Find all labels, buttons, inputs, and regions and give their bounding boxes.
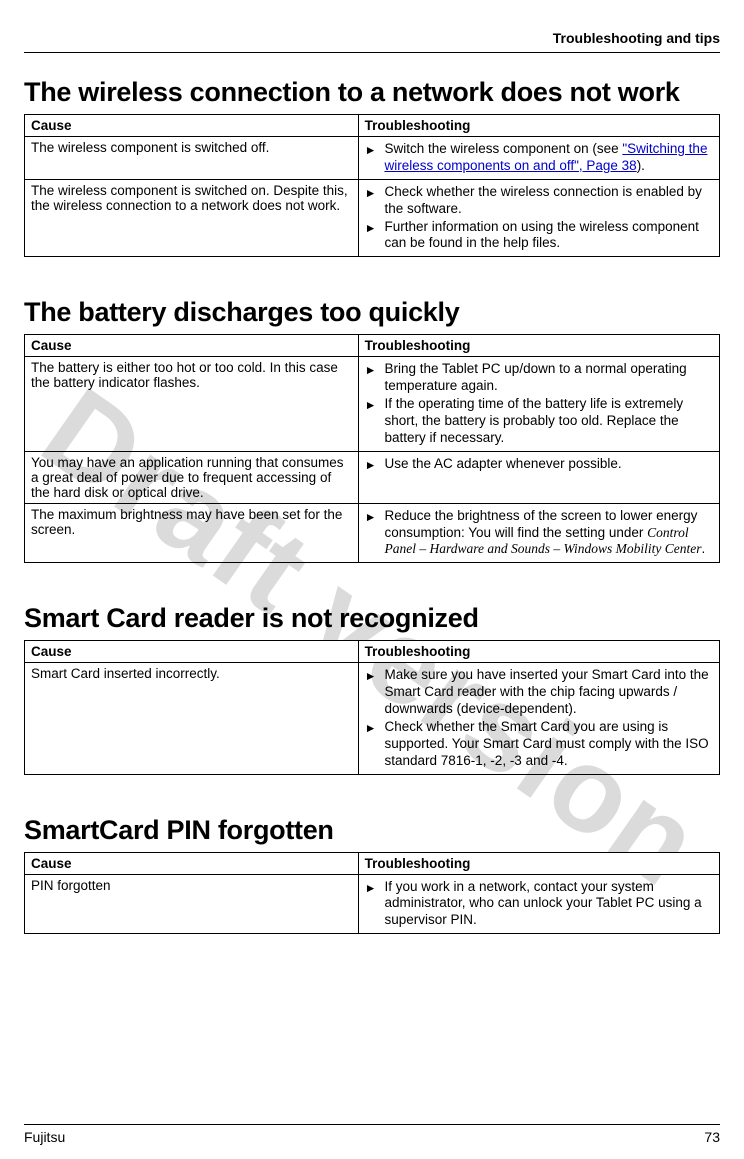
table-row: PIN forgotten ► If you work in a network… [25, 874, 720, 934]
table-row: Smart Card inserted incorrectly. ► Make … [25, 663, 720, 774]
cause-cell: PIN forgotten [25, 874, 359, 934]
step: ► Reduce the brightness of the screen to… [365, 508, 713, 559]
cause-cell: You may have an application running that… [25, 451, 359, 503]
col-cause: Cause [25, 115, 359, 137]
section-title: The battery discharges too quickly [24, 297, 720, 328]
section-title: The wireless connection to a network doe… [24, 77, 720, 108]
step-marker-icon: ► [365, 219, 377, 237]
step: ► Use the AC adapter whenever possible. [365, 456, 713, 474]
step-marker-icon: ► [365, 141, 377, 159]
step-marker-icon: ► [365, 456, 377, 474]
cause-cell: The wireless component is switched off. [25, 137, 359, 180]
col-cause: Cause [25, 335, 359, 357]
troubleshoot-table: Cause Troubleshooting The wireless compo… [24, 114, 720, 257]
table-row: The battery is either too hot or too col… [25, 357, 720, 451]
step: ► Switch the wireless component on (see … [365, 141, 713, 175]
step-marker-icon: ► [365, 879, 377, 897]
step-text: If you work in a network, contact your s… [384, 879, 713, 930]
step-marker-icon: ► [365, 184, 377, 202]
step: ► Check whether the wireless connection … [365, 184, 713, 218]
trouble-cell: ► Switch the wireless component on (see … [358, 137, 719, 180]
trouble-cell: ► Bring the Tablet PC up/down to a norma… [358, 357, 719, 451]
step: ► Further information on using the wirel… [365, 219, 713, 253]
step-text: Further information on using the wireles… [384, 219, 713, 253]
step: ► Bring the Tablet PC up/down to a norma… [365, 361, 713, 395]
trouble-cell: ► Check whether the wireless connection … [358, 179, 719, 257]
col-cause: Cause [25, 641, 359, 663]
cause-cell: The wireless component is switched on. D… [25, 179, 359, 257]
footer-rule [24, 1124, 720, 1125]
page-footer: Fujitsu 73 [24, 1124, 720, 1145]
section-title: Smart Card reader is not recognized [24, 603, 720, 634]
step-marker-icon: ► [365, 396, 377, 414]
section-title: SmartCard PIN forgotten [24, 815, 720, 846]
trouble-cell: ► Use the AC adapter whenever possible. [358, 451, 719, 503]
step: ► If you work in a network, contact your… [365, 879, 713, 930]
text-fragment: . [701, 541, 705, 556]
text-fragment: Switch the wireless component on (see [384, 141, 622, 156]
cause-cell: Smart Card inserted incorrectly. [25, 663, 359, 774]
step-text: Bring the Tablet PC up/down to a normal … [384, 361, 713, 395]
troubleshoot-table: Cause Troubleshooting The battery is eit… [24, 334, 720, 563]
trouble-cell: ► Reduce the brightness of the screen to… [358, 503, 719, 563]
col-trouble: Troubleshooting [358, 641, 719, 663]
table-row: The maximum brightness may have been set… [25, 503, 720, 563]
step-text: If the operating time of the battery lif… [384, 396, 713, 447]
step-marker-icon: ► [365, 667, 377, 685]
step: ► Check whether the Smart Card you are u… [365, 719, 713, 770]
step-text: Make sure you have inserted your Smart C… [384, 667, 713, 718]
troubleshoot-table: Cause Troubleshooting Smart Card inserte… [24, 640, 720, 774]
step-text: Check whether the Smart Card you are usi… [384, 719, 713, 770]
table-row: The wireless component is switched off. … [25, 137, 720, 180]
cause-cell: The maximum brightness may have been set… [25, 503, 359, 563]
step-text: Check whether the wireless connection is… [384, 184, 713, 218]
cause-cell: The battery is either too hot or too col… [25, 357, 359, 451]
step-marker-icon: ► [365, 361, 377, 379]
step-text: Reduce the brightness of the screen to l… [384, 508, 713, 559]
step-text: Use the AC adapter whenever possible. [384, 456, 713, 473]
running-header: Troubleshooting and tips [24, 30, 720, 52]
col-trouble: Troubleshooting [358, 115, 719, 137]
step: ► Make sure you have inserted your Smart… [365, 667, 713, 718]
trouble-cell: ► Make sure you have inserted your Smart… [358, 663, 719, 774]
text-fragment: ). [637, 158, 645, 173]
step-text: Switch the wireless component on (see "S… [384, 141, 713, 175]
col-cause: Cause [25, 852, 359, 874]
step-marker-icon: ► [365, 508, 377, 526]
footer-brand: Fujitsu [24, 1129, 65, 1145]
col-trouble: Troubleshooting [358, 335, 719, 357]
table-row: The wireless component is switched on. D… [25, 179, 720, 257]
trouble-cell: ► If you work in a network, contact your… [358, 874, 719, 934]
header-rule [24, 52, 720, 53]
table-row: You may have an application running that… [25, 451, 720, 503]
troubleshoot-table: Cause Troubleshooting PIN forgotten ► If… [24, 852, 720, 935]
footer-page-number: 73 [704, 1129, 720, 1145]
step: ► If the operating time of the battery l… [365, 396, 713, 447]
col-trouble: Troubleshooting [358, 852, 719, 874]
step-marker-icon: ► [365, 719, 377, 737]
